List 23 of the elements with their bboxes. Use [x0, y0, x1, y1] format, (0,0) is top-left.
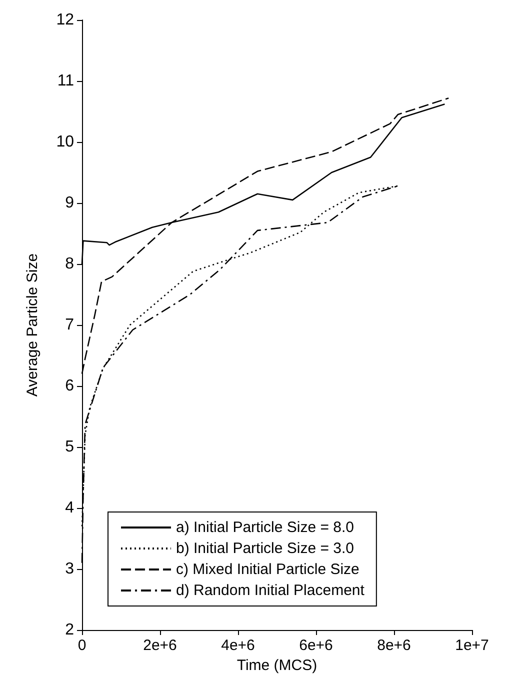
x-tick-label: 1e+7 — [455, 637, 489, 654]
y-tick-label: 9 — [65, 194, 74, 212]
legend-label: d) Random Initial Placement — [176, 582, 366, 599]
x-tick-label: 2e+6 — [143, 637, 177, 654]
y-tick-label: 4 — [65, 500, 74, 516]
x-axis-title: Time (MCS) — [236, 657, 318, 674]
y-axis-title: Average Particle Size — [24, 253, 41, 397]
x-tick-label: 8e+6 — [377, 637, 411, 654]
x-tick-label: 6e+6 — [299, 637, 333, 654]
legend-label: b) Initial Particle Size = 3.0 — [176, 540, 354, 557]
legend-label: a) Initial Particle Size = 8.0 — [176, 519, 354, 536]
y-tick-label: 7 — [65, 316, 74, 334]
y-tick-label: 8 — [65, 256, 74, 272]
y-tick-label: 6 — [65, 378, 74, 394]
x-tick-label: 0 — [78, 637, 86, 654]
y-tick-label: 10 — [56, 134, 74, 150]
x-tick-label: 4e+6 — [221, 637, 255, 654]
y-tick-label: 2 — [65, 622, 74, 638]
legend-label: c) Mixed Initial Particle Size — [176, 561, 360, 578]
y-tick-label: 11 — [57, 72, 74, 90]
y-tick-label: 12 — [56, 12, 74, 28]
y-tick-label: 3 — [65, 560, 74, 578]
y-tick-label: 5 — [65, 438, 74, 456]
